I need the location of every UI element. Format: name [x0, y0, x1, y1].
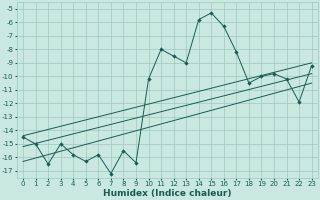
X-axis label: Humidex (Indice chaleur): Humidex (Indice chaleur) — [103, 189, 232, 198]
